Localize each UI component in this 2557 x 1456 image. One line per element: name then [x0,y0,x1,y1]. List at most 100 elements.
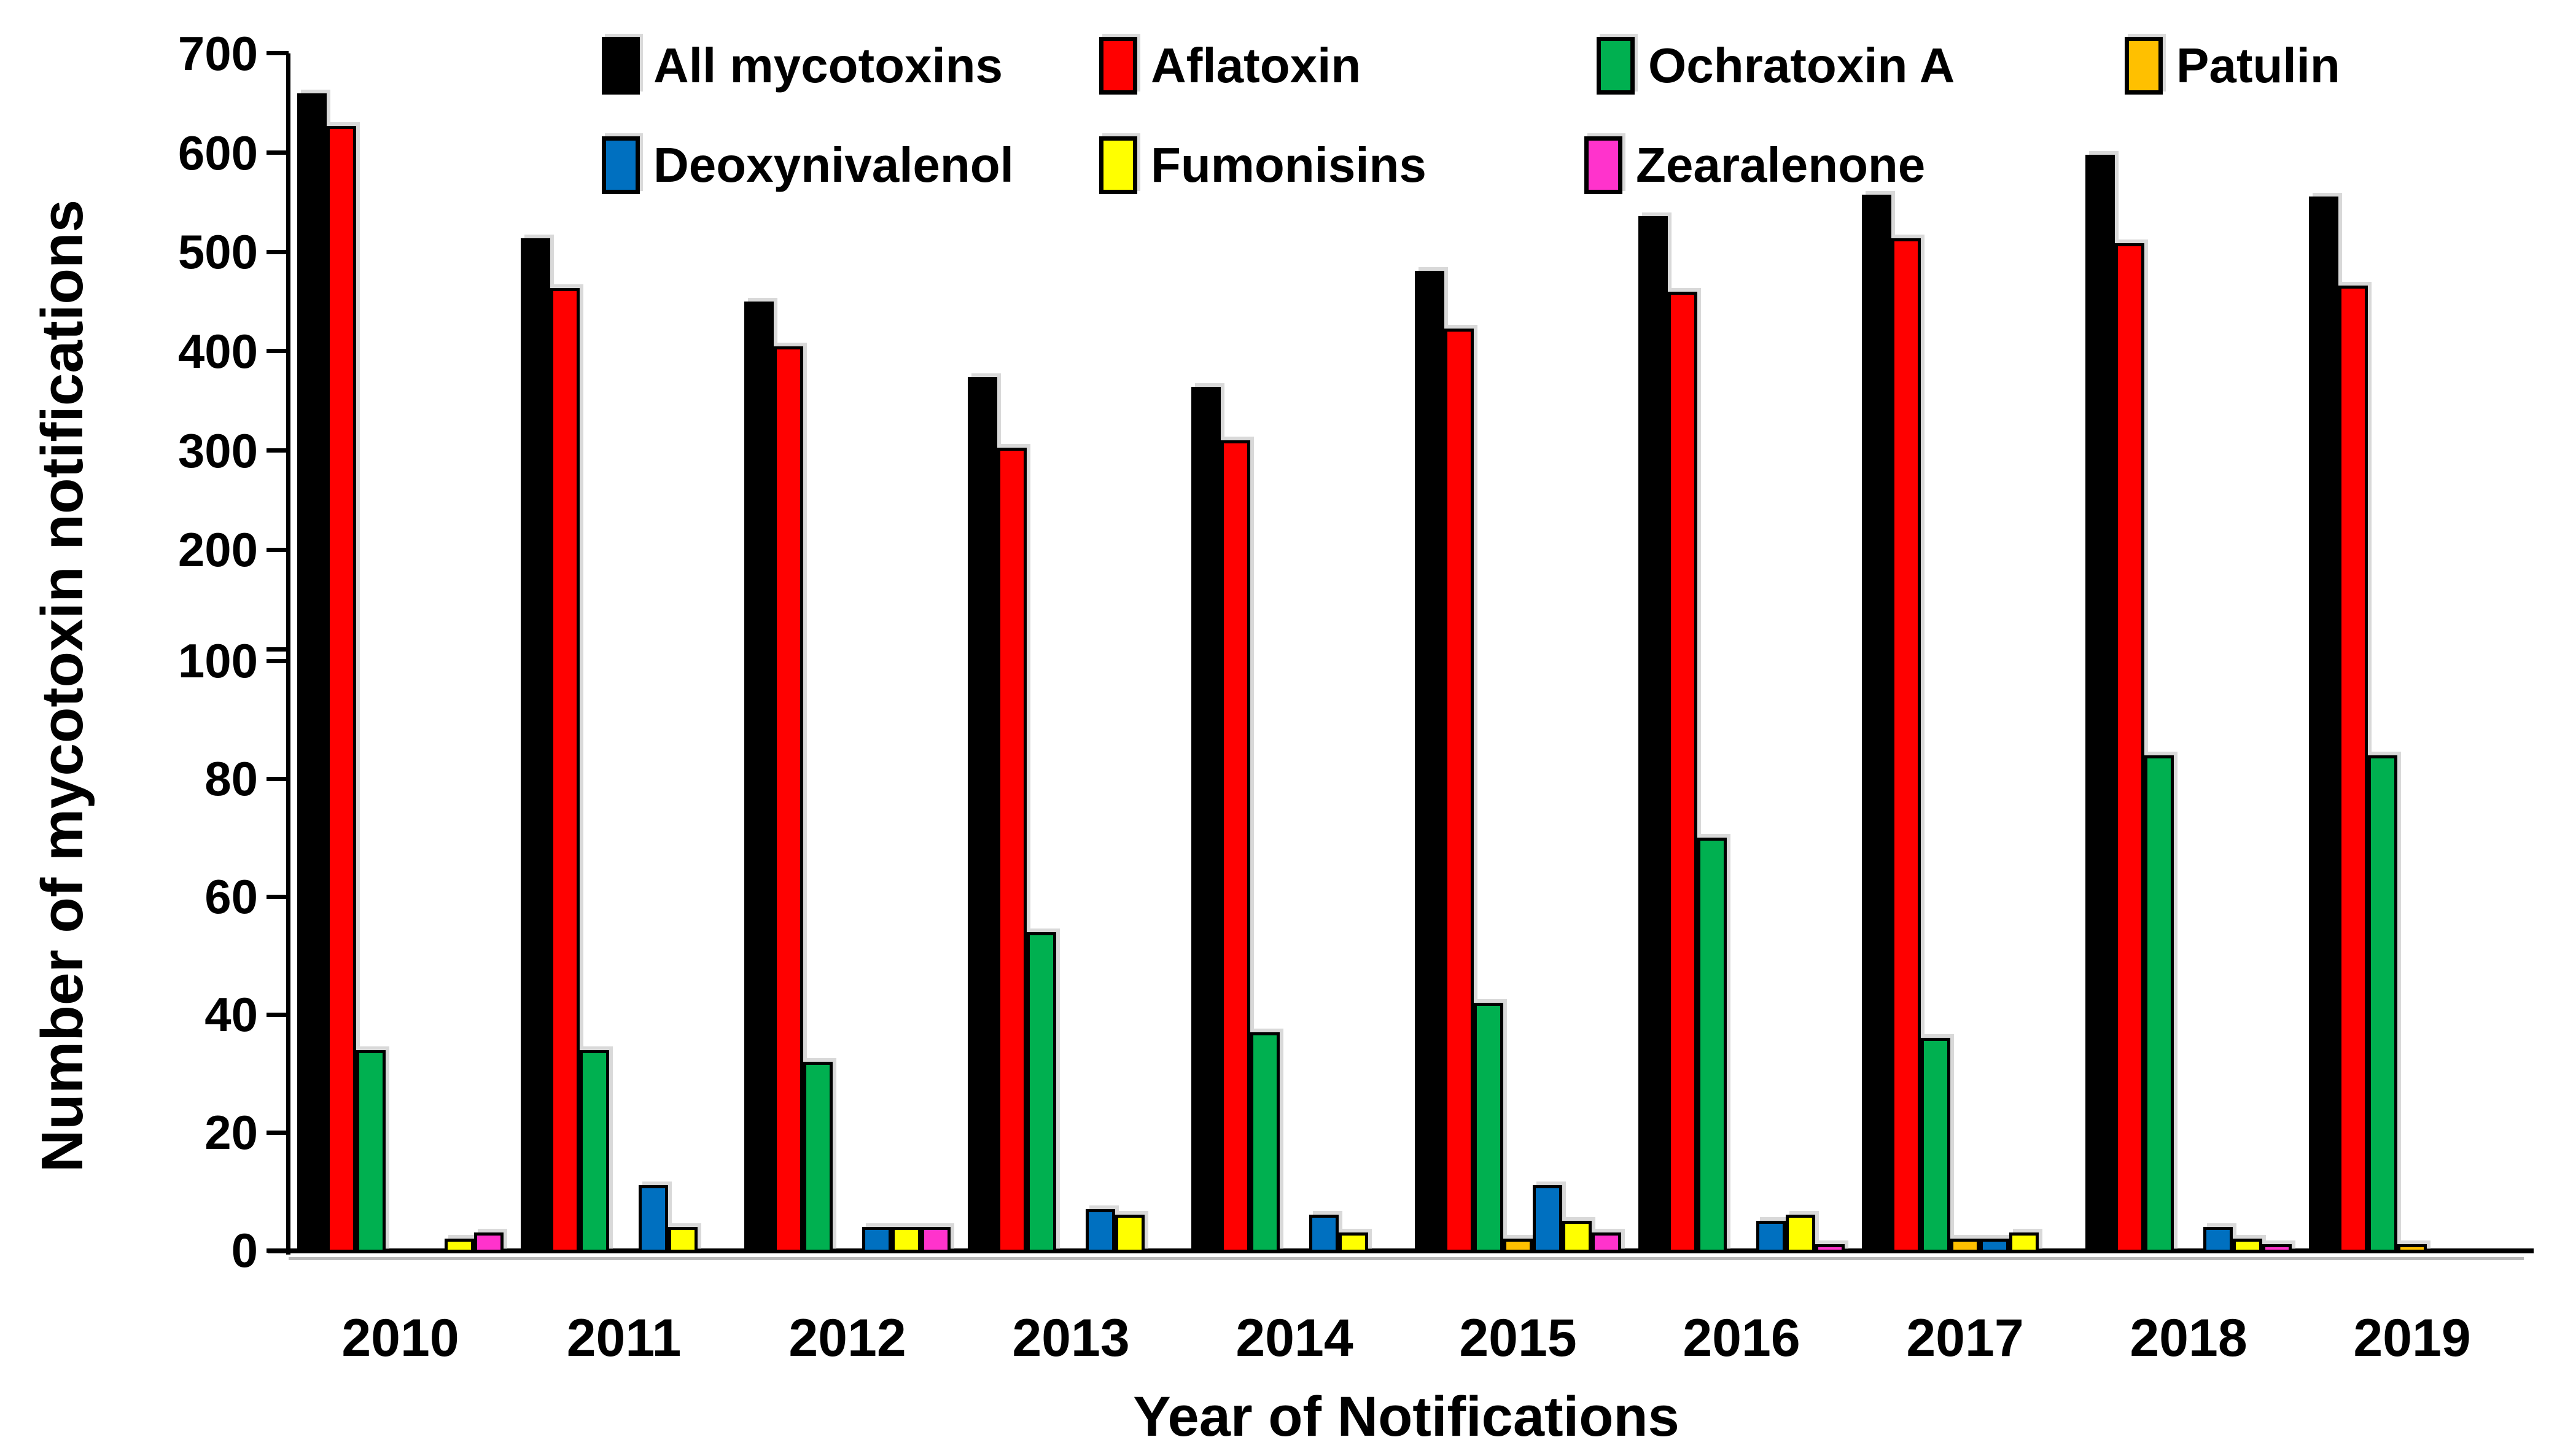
y-tick-label: 80 [204,752,258,806]
legend-label: Patulin [2176,38,2340,93]
legend-label: Zearalenone [1636,138,1926,192]
bar-fumonisins-2018 [2233,1238,2262,1253]
bar-fumonisins-2014 [1339,1232,1368,1253]
y-axis-title: Number of mycotoxin notifications [29,199,95,1173]
bar-zearalenone-2010 [474,1232,504,1253]
bar-fumonisins-2011 [668,1226,698,1253]
bar-all-mycotoxins-2019 [2309,196,2338,1253]
y-tick-mark [267,658,289,663]
bar-ochratoxin-a-2010 [356,1049,386,1253]
bar-ochratoxin-a-2016 [1697,838,1727,1253]
bar-zearalenone-2016 [1815,1244,1845,1253]
x-tick-label-2010: 2010 [341,1309,459,1368]
bar-aflatoxin-2014 [1221,440,1250,1253]
bar-deoxynivalenol-2014 [1309,1215,1339,1253]
y-tick-label: 300 [177,423,258,478]
bar-deoxynivalenol-2013 [1086,1209,1115,1253]
bar-aflatoxin-2011 [550,287,580,1253]
bar-fumonisins-2012 [892,1226,921,1253]
x-tick-label-2018: 2018 [2130,1309,2248,1368]
x-tick-label-2011: 2011 [566,1309,682,1368]
y-tick-label: 600 [177,125,258,180]
y-tick-mark [267,150,289,155]
bar-all-mycotoxins-2017 [1862,194,1891,1253]
bar-ochratoxin-a-2014 [1250,1032,1280,1253]
bar-zearalenone-2015 [1592,1232,1621,1253]
bar-aflatoxin-2019 [2338,286,2368,1253]
bar-deoxynivalenol-2012 [862,1226,892,1253]
y-tick-mark [267,448,289,453]
y-tick-mark [267,776,289,781]
bar-deoxynivalenol-2011 [639,1185,668,1253]
y-tick-mark [267,894,289,899]
bar-fumonisins-2017 [2009,1232,2039,1253]
bar-all-mycotoxins-2016 [1638,216,1668,1253]
bar-ochratoxin-a-2015 [1474,1002,1503,1253]
legend-swatch-fumonisins [1099,136,1137,194]
legend-swatch-deoxynivalenol [602,136,640,194]
y-tick-mark [267,249,289,254]
bar-aflatoxin-2010 [327,125,356,1253]
bar-aflatoxin-2016 [1668,291,1697,1253]
bar-ochratoxin-a-2012 [803,1061,833,1253]
bar-zearalenone-2018 [2262,1244,2292,1253]
bar-deoxynivalenol-2015 [1533,1185,1562,1253]
y-tick-label: 0 [231,1223,258,1277]
legend-swatch-zearalenone [1584,136,1622,194]
x-tick-label-2015: 2015 [1459,1309,1577,1368]
bar-fumonisins-2013 [1115,1215,1145,1253]
legend-item-ochratoxin-a: Ochratoxin A [1597,37,1955,95]
legend-label: Ochratoxin A [1648,38,1955,93]
legend-item-aflatoxin: Aflatoxin [1099,37,1361,95]
legend-item-deoxynivalenol: Deoxynivalenol [602,136,1014,194]
x-tick-label-2016: 2016 [1683,1309,1800,1368]
x-tick-label-2013: 2013 [1012,1309,1130,1368]
bar-fumonisins-2010 [445,1238,474,1253]
bar-patulin-2019 [2397,1244,2427,1253]
bar-aflatoxin-2017 [1891,238,1921,1253]
legend-swatch-all-mycotoxins [602,37,640,95]
y-axis-line [286,53,290,1255]
y-tick-mark [267,1130,289,1135]
bar-ochratoxin-a-2011 [580,1049,609,1253]
y-tick-mark [267,1012,289,1017]
legend-label: All mycotoxins [653,38,1003,93]
bar-fumonisins-2016 [1786,1215,1815,1253]
bar-aflatoxin-2012 [774,346,803,1253]
y-tick-label: 700 [177,26,258,80]
x-tick-label-2012: 2012 [788,1309,906,1368]
y-tick-mark [267,1248,289,1253]
legend-item-all-mycotoxins: All mycotoxins [602,37,1003,95]
legend-label: Deoxynivalenol [653,138,1014,192]
y-tick-mark [267,647,289,652]
bar-ochratoxin-a-2019 [2368,755,2397,1253]
bar-all-mycotoxins-2012 [744,302,774,1253]
y-tick-mark [267,547,289,552]
legend-swatch-aflatoxin [1099,37,1137,95]
x-axis-shadow-line [289,1257,2524,1260]
legend-label: Fumonisins [1151,138,1426,192]
y-tick-label: 60 [204,870,258,924]
x-tick-label-2014: 2014 [1236,1309,1353,1368]
bar-aflatoxin-2018 [2115,243,2144,1253]
legend-swatch-patulin [2125,37,2163,95]
legend-item-fumonisins: Fumonisins [1099,136,1426,194]
bar-aflatoxin-2013 [997,447,1027,1253]
bar-fumonisins-2015 [1562,1221,1592,1253]
bar-ochratoxin-a-2013 [1027,932,1056,1253]
y-tick-label: 500 [177,225,258,279]
bar-all-mycotoxins-2014 [1191,387,1221,1253]
bar-deoxynivalenol-2017 [1980,1238,2009,1253]
x-tick-label-2017: 2017 [1906,1309,2024,1368]
y-tick-mark [267,51,289,56]
y-tick-label: 40 [204,987,258,1041]
bar-deoxynivalenol-2016 [1756,1221,1786,1253]
bar-ochratoxin-a-2017 [1921,1038,1950,1253]
x-tick-label-2019: 2019 [2353,1309,2471,1368]
bar-patulin-2015 [1503,1238,1533,1253]
bar-zearalenone-2012 [921,1226,951,1253]
y-tick-label: 100 [177,634,258,688]
bar-all-mycotoxins-2013 [968,377,997,1253]
legend-swatch-ochratoxin-a [1597,37,1635,95]
